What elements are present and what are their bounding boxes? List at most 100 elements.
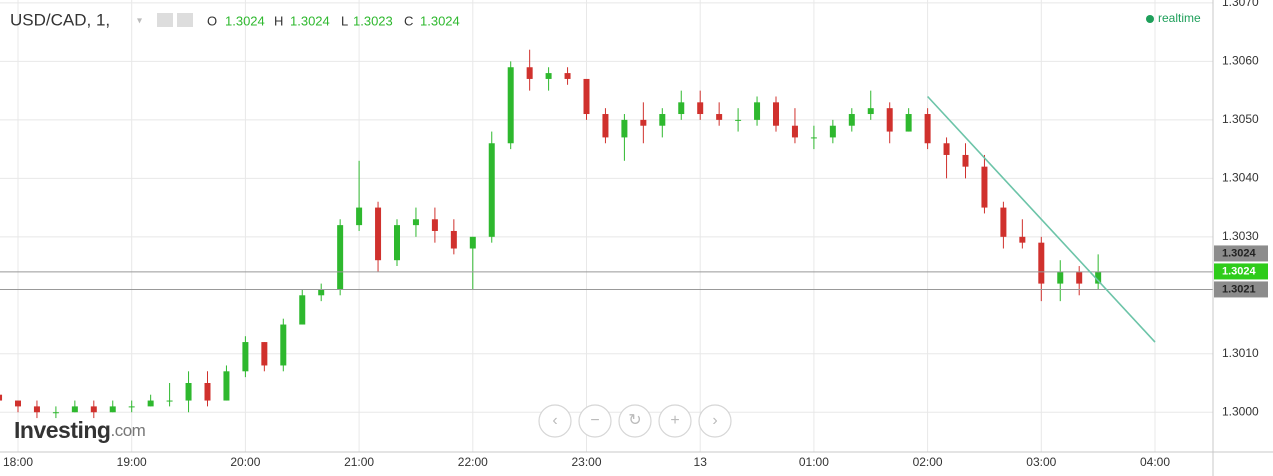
candle-body (773, 102, 779, 126)
x-tick-label: 21:00 (344, 455, 374, 469)
y-tick-label: 1.3030 (1222, 229, 1259, 243)
price-label: 1.3021 (1222, 283, 1256, 295)
price-label-box (1214, 263, 1268, 280)
candle-body (280, 324, 287, 366)
candle-body (1095, 271, 1102, 284)
price-label: 1.3024 (1222, 247, 1257, 259)
candle-body (1038, 242, 1045, 284)
candle-body (185, 383, 192, 401)
zoom-in-button[interactable]: + (658, 404, 692, 438)
candle-body (299, 295, 306, 325)
x-tick-label: 04:00 (1140, 455, 1170, 469)
y-tick-label: 1.3050 (1222, 112, 1259, 126)
logo: Investing.com (14, 417, 146, 443)
x-tick-label: 03:00 (1026, 455, 1056, 469)
logo-suffix: .com (110, 421, 145, 440)
y-tick-label: 1.3060 (1222, 54, 1259, 68)
candle-body (128, 406, 135, 408)
chart-title: USD/CAD, 1, (10, 10, 110, 29)
x-tick-label: 22:00 (458, 455, 488, 469)
candle-body (810, 137, 817, 139)
logo-name: Investing (14, 417, 110, 443)
candle-body (602, 114, 609, 138)
candle-body (564, 73, 571, 79)
candle-body (621, 119, 628, 138)
ohlc-value: 1.3023 (353, 13, 393, 28)
candle-body (848, 114, 855, 126)
price-label: 1.3024 (1222, 265, 1257, 277)
candle-body (943, 143, 950, 155)
candle-body (886, 108, 893, 132)
plot-area (0, 49, 1213, 419)
candle-body (0, 394, 3, 401)
eye-button[interactable] (157, 13, 173, 27)
candle-body (71, 406, 78, 413)
status-dot (1146, 15, 1154, 23)
reset-button[interactable]: ↻ (618, 404, 652, 438)
candle-body (223, 371, 230, 401)
y-tick-label: 1.3040 (1222, 171, 1259, 185)
candle-body (450, 230, 457, 249)
candle-body (981, 166, 988, 208)
candle-body (754, 102, 761, 120)
candle-body (147, 400, 154, 407)
candle-body (659, 114, 666, 126)
candle-body (469, 236, 476, 249)
y-tick-label: 1.3010 (1222, 346, 1259, 360)
x-tick-label: 20:00 (230, 455, 260, 469)
x-tick-label: 13 (694, 455, 708, 469)
candle-body (545, 73, 552, 79)
candle-body (166, 400, 173, 402)
candle-body (242, 342, 249, 372)
candle-body (791, 125, 798, 138)
candle-body (488, 143, 495, 237)
candle-body (90, 406, 97, 413)
price-label-box (1214, 245, 1268, 262)
candle-body (337, 225, 344, 290)
candle-body (52, 412, 59, 414)
x-tick-label: 19:00 (117, 455, 147, 469)
svg-text:‹: ‹ (552, 412, 557, 429)
ohlc-label: L (341, 13, 348, 28)
ohlc-label: H (274, 13, 283, 28)
candle-body (678, 102, 685, 115)
trend-line (927, 95, 1156, 343)
candle-body (33, 406, 40, 413)
candle-body (15, 400, 21, 407)
candle-body (583, 78, 590, 115)
svg-text:↻: ↻ (628, 412, 641, 429)
x-tick-label: 18:00 (3, 455, 33, 469)
ohlc-value: 1.3024 (225, 13, 265, 28)
grid (0, 0, 1213, 452)
candle-body (735, 119, 742, 121)
y-tick-label: 1.3000 (1222, 404, 1259, 418)
dropdown-arrow[interactable]: ▾ (137, 16, 142, 27)
scroll-left-button[interactable]: ‹ (538, 404, 572, 438)
candle-body (394, 225, 400, 261)
ohlc-label: C (404, 13, 413, 28)
candle-body (697, 102, 704, 115)
candle-body (356, 207, 363, 226)
zoom-out-button[interactable]: − (578, 404, 612, 438)
svg-text:−: − (590, 412, 599, 429)
settings-button[interactable] (177, 13, 193, 27)
candle-body (867, 108, 874, 115)
candle-body (640, 119, 647, 126)
candle-body (1000, 207, 1007, 237)
axis-labels: 1.3000 1.3010 1.3030 1.3040 1.3050 1.3060 1.30… (3, 0, 1268, 469)
candle-body (924, 114, 931, 144)
candle-body (1019, 236, 1026, 243)
candle-body (716, 114, 723, 120)
x-tick-label: 02:00 (913, 455, 943, 469)
candle-body (375, 207, 382, 261)
candle-body (962, 154, 969, 167)
price-label-box (1214, 281, 1268, 298)
candle-body (1076, 271, 1083, 284)
status: realtime (1158, 11, 1201, 25)
scroll-right-button[interactable]: › (698, 404, 732, 438)
y-tick-label: 1.3070 (1222, 0, 1259, 9)
ohlc-value: 1.3024 (420, 13, 460, 28)
candle-body (507, 67, 514, 144)
